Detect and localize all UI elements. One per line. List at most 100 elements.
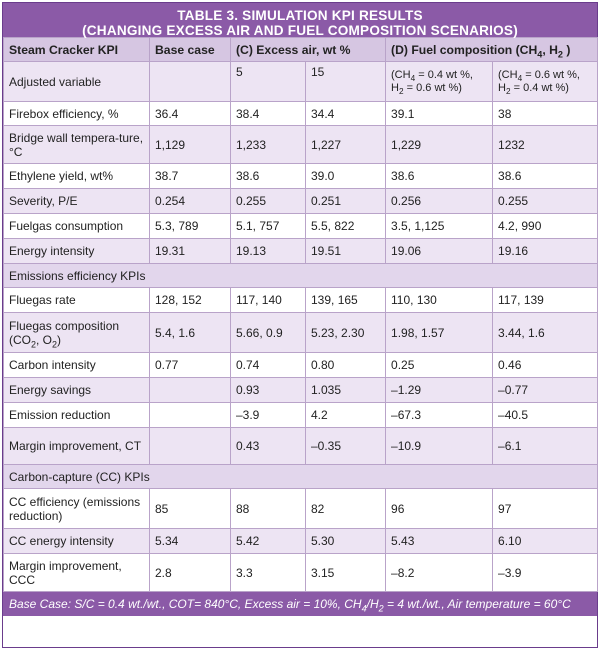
fuel-d1-value: –8.2 <box>385 553 494 592</box>
excess-air-15-value: 5.30 <box>304 528 387 554</box>
table-row: Energy savings 0.93 1.035 –1.29 –0.77 <box>3 377 599 403</box>
kpi-label: Fuelgas consumption <box>3 213 150 239</box>
table-row: Emission reduction –3.9 4.2 –67.3 –40.5 <box>3 402 599 428</box>
fuel-d1-value: 3.5, 1,125 <box>385 213 494 239</box>
base-value: 38.7 <box>149 163 231 189</box>
excess-air-15-value: 34.4 <box>304 101 387 126</box>
kpi-label: Energy intensity <box>3 238 150 264</box>
kpi-label: Energy savings <box>3 377 150 403</box>
excess-air-5-value: 1,233 <box>230 125 306 164</box>
fuel-d2-value: –3.9 <box>492 553 599 592</box>
excess-air-5-value: 117, 140 <box>230 287 306 313</box>
kpi-label: Margin improvement, CCC <box>3 553 150 592</box>
section-header-emissions: Emissions efficiency KPIs <box>2 263 599 288</box>
fuel-composition-d2: (CH4 = 0.6 wt %, H2 = 0.4 wt %) <box>492 61 599 102</box>
table-footnote: Base Case: S/C = 0.4 wt./wt., COT= 840°C… <box>3 592 597 616</box>
excess-air-15-value: 82 <box>304 488 387 529</box>
table-title-line-2: (CHANGING EXCESS AIR AND FUEL COMPOSITIO… <box>82 23 518 38</box>
excess-air-5-value: 3.3 <box>230 553 306 592</box>
table-row: Carbon intensity 0.77 0.74 0.80 0.25 0.4… <box>3 352 599 378</box>
fuel-d1-value: –67.3 <box>385 402 494 428</box>
excess-air-15-value: 1,227 <box>304 125 387 164</box>
excess-air-15-value: 0.251 <box>304 188 387 214</box>
fuel-d1-value: 96 <box>385 488 494 529</box>
base-value: 19.31 <box>149 238 231 264</box>
kpi-label: Emission reduction <box>3 402 150 428</box>
table-row: Bridge wall tempera-ture, °C 1,129 1,233… <box>3 125 599 164</box>
excess-air-5-value: 38.6 <box>230 163 306 189</box>
fuel-d1-value: 19.06 <box>385 238 494 264</box>
table-row: Firebox efficiency, % 36.4 38.4 34.4 39.… <box>3 101 599 126</box>
excess-air-15-value: 19.51 <box>304 238 387 264</box>
excess-air-15-value: 5.5, 822 <box>304 213 387 239</box>
excess-air-5-value: 38.4 <box>230 101 306 126</box>
base-value: 1,129 <box>149 125 231 164</box>
fuel-d2-value: 97 <box>492 488 599 529</box>
kpi-label: CC energy intensity <box>3 528 150 554</box>
fuel-d1-value: –1.29 <box>385 377 494 403</box>
base-value: 128, 152 <box>149 287 231 313</box>
fuel-d2-value: 0.255 <box>492 188 599 214</box>
excess-air-5-value: 5.1, 757 <box>230 213 306 239</box>
base-value: 0.254 <box>149 188 231 214</box>
fuel-d2-value: 0.46 <box>492 352 599 378</box>
base-value: 0.77 <box>149 352 231 378</box>
excess-air-5-value: 0.43 <box>230 427 306 465</box>
excess-air-5-value: 0.74 <box>230 352 306 378</box>
table-row: Severity, P/E 0.254 0.255 0.251 0.256 0.… <box>3 188 599 214</box>
section-label: Emissions efficiency KPIs <box>2 263 599 288</box>
fuel-d2-value: –40.5 <box>492 402 599 428</box>
fuel-d1-value: 0.256 <box>385 188 494 214</box>
excess-air-15-value: 5.23, 2.30 <box>304 312 387 353</box>
excess-air-5-value: –3.9 <box>230 402 306 428</box>
table-row: Fluegas composition (CO2, O2) 5.4, 1.6 5… <box>3 312 599 353</box>
header-kpi: Steam Cracker KPI <box>3 37 150 62</box>
excess-air-15-value: 0.80 <box>304 352 387 378</box>
fuel-d1-value: 5.43 <box>385 528 494 554</box>
table-row: CC energy intensity 5.34 5.42 5.30 5.43 … <box>3 528 599 554</box>
excess-air-15-value: 39.0 <box>304 163 387 189</box>
excess-air-15-value: 139, 165 <box>304 287 387 313</box>
table-row: Margin improvement, CCC 2.8 3.3 3.15 –8.… <box>3 553 599 592</box>
fuel-d1-value: 1.98, 1.57 <box>385 312 494 353</box>
section-label: Carbon-capture (CC) KPIs <box>2 464 599 489</box>
base-value: 36.4 <box>149 101 231 126</box>
excess-air-15-value: 3.15 <box>304 553 387 592</box>
base-value <box>149 402 231 428</box>
table-row: Fluegas rate 128, 152 117, 140 139, 165 … <box>3 287 599 313</box>
kpi-label: Bridge wall tempera-ture, °C <box>3 125 150 164</box>
kpi-label: Fluegas composition (CO2, O2) <box>3 312 150 353</box>
base-value: 5.4, 1.6 <box>149 312 231 353</box>
kpi-label: CC efficiency (emissions reduction) <box>3 488 150 529</box>
fuel-d1-value: 0.25 <box>385 352 494 378</box>
kpi-label: Margin improvement, CT <box>3 427 150 465</box>
excess-air-5-value: 88 <box>230 488 306 529</box>
excess-air-5-value: 19.13 <box>230 238 306 264</box>
table-row: Ethylene yield, wt% 38.7 38.6 39.0 38.6 … <box>3 163 599 189</box>
excess-air-5-value: 5.66, 0.9 <box>230 312 306 353</box>
base-value: 5.34 <box>149 528 231 554</box>
table-row: Energy intensity 19.31 19.13 19.51 19.06… <box>3 238 599 264</box>
header-excess-air: (C) Excess air, wt % <box>229 37 387 62</box>
excess-air-15-value: –0.35 <box>304 427 387 465</box>
kpi-table: Steam Cracker KPI Base case (C) Excess a… <box>2 37 599 592</box>
excess-air-5: 5 <box>230 61 306 102</box>
fuel-composition-d1: (CH4 = 0.4 wt %, H2 = 0.6 wt %) <box>385 61 494 102</box>
base-value <box>149 427 231 465</box>
table-title-line-1: TABLE 3. SIMULATION KPI RESULTS <box>177 8 423 23</box>
kpi-label: Firebox efficiency, % <box>3 101 150 126</box>
header-fuel-composition: (D) Fuel composition (CH4, H2 ) <box>385 37 599 62</box>
fuel-d2-value: –0.77 <box>492 377 599 403</box>
table-row: CC efficiency (emissions reduction) 85 8… <box>3 488 599 529</box>
fuel-d2-value: 38.6 <box>492 163 599 189</box>
excess-air-5-value: 0.93 <box>230 377 306 403</box>
fuel-d1-value: 110, 130 <box>385 287 494 313</box>
kpi-label: Adjusted variable <box>3 61 150 102</box>
adjusted-variable-row: Adjusted variable 5 15 (CH4 = 0.4 wt %, … <box>3 61 599 102</box>
excess-air-5-value: 5.42 <box>230 528 306 554</box>
fuel-d2-value: 117, 139 <box>492 287 599 313</box>
excess-air-15: 15 <box>304 61 387 102</box>
fuel-d2-value: 38 <box>492 101 599 126</box>
base-value: 2.8 <box>149 553 231 592</box>
